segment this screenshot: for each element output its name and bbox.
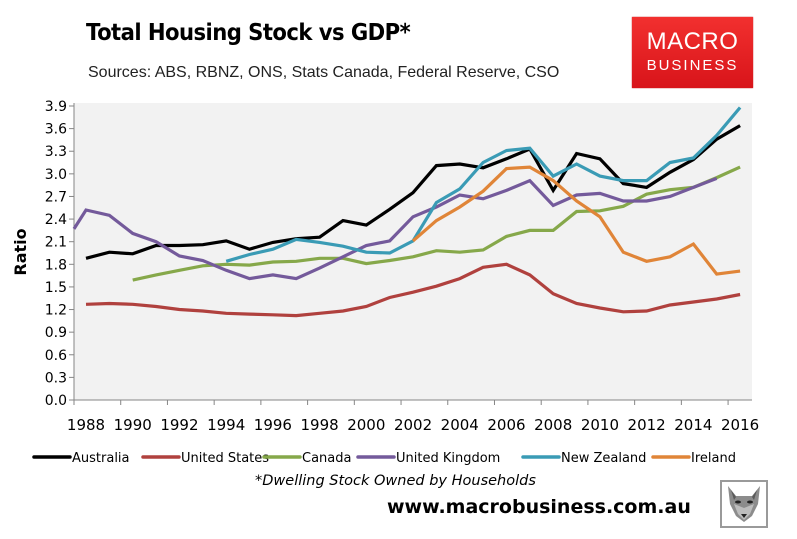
y-tick-label: 0.6 bbox=[45, 348, 67, 364]
macrobusiness-logo: MACRO BUSINESS bbox=[632, 17, 753, 88]
legend-label-canada: Canada bbox=[302, 451, 351, 466]
fox-head-icon bbox=[720, 480, 768, 528]
series-line-new-zealand bbox=[225, 106, 742, 263]
logo-line-2: BUSINESS bbox=[646, 57, 739, 74]
x-tick-label: 2016 bbox=[721, 416, 759, 434]
x-tick-label: 2004 bbox=[441, 416, 479, 434]
y-axis-label: Ratio bbox=[11, 228, 30, 275]
y-tick-label: 3.3 bbox=[45, 144, 67, 160]
x-axis-ticks: 1988 1990 1992 1994 1996 1998 2000 2002 2004 2006… bbox=[67, 400, 759, 434]
y-tick-label: 3.9 bbox=[45, 99, 67, 115]
y-tick-label: 0.0 bbox=[45, 393, 67, 409]
legend-label-australia: Australia bbox=[72, 451, 130, 466]
logo-line-1: MACRO bbox=[646, 28, 739, 55]
series-layer bbox=[72, 106, 742, 318]
x-tick-label: 1992 bbox=[160, 416, 198, 434]
legend-label-united-kingdom: United Kingdom bbox=[396, 451, 500, 466]
plot-area bbox=[74, 100, 752, 400]
legend-label-united-states: United States bbox=[181, 451, 269, 466]
y-tick-label: 1.5 bbox=[45, 280, 67, 296]
y-tick-label: 2.4 bbox=[45, 212, 67, 228]
chart-subtitle: Sources: ABS, RBNZ, ONS, Stats Canada, F… bbox=[88, 64, 560, 81]
series-line-ireland bbox=[411, 165, 741, 276]
x-tick-label: 1994 bbox=[207, 416, 245, 434]
y-tick-label: 0.9 bbox=[45, 325, 67, 341]
y-tick-label: 1.8 bbox=[45, 257, 67, 273]
x-tick-label: 1998 bbox=[301, 416, 339, 434]
y-tick-label: 2.7 bbox=[45, 189, 67, 205]
fox-head-glyph bbox=[728, 486, 760, 522]
series-line-united-kingdom bbox=[72, 176, 718, 281]
legend-label-ireland: Ireland bbox=[691, 451, 736, 466]
x-tick-label: 2010 bbox=[581, 416, 619, 434]
y-tick-label: 3.6 bbox=[45, 122, 67, 138]
x-tick-label: 2014 bbox=[674, 416, 712, 434]
legend: Australia United States Canada United Kingd… bbox=[32, 451, 736, 466]
y-tick-label: 0.3 bbox=[45, 370, 67, 386]
y-tick-label: 1.2 bbox=[45, 303, 67, 319]
legend-label-new-zealand: New Zealand bbox=[561, 451, 646, 466]
x-tick-label: 2008 bbox=[534, 416, 572, 434]
y-tick-label: 3.0 bbox=[45, 167, 67, 183]
x-tick-label: 2002 bbox=[394, 416, 432, 434]
x-tick-label: 1990 bbox=[114, 416, 152, 434]
x-tick-label: 2012 bbox=[628, 416, 666, 434]
y-axis-ticks: 0.0 0.3 0.6 0.9 1.2 1.5 1.8 2.1 2.4 2.7 3.0 3.3 3.6 3… bbox=[45, 99, 74, 409]
footnote: *Dwelling Stock Owned by Households bbox=[255, 473, 536, 489]
x-tick-label: 2006 bbox=[487, 416, 525, 434]
x-tick-label: 2000 bbox=[347, 416, 385, 434]
series-line-canada bbox=[132, 165, 741, 282]
series-line-australia bbox=[85, 124, 741, 260]
website-url[interactable]: www.macrobusiness.com.au bbox=[387, 496, 691, 518]
x-tick-label: 1988 bbox=[67, 416, 105, 434]
series-line-united-states bbox=[85, 262, 741, 318]
plot-area-top-mask bbox=[74, 99, 752, 103]
chart-title: Total Housing Stock vs GDP* bbox=[86, 20, 411, 46]
x-tick-label: 1996 bbox=[254, 416, 292, 434]
y-tick-label: 2.1 bbox=[45, 235, 67, 251]
